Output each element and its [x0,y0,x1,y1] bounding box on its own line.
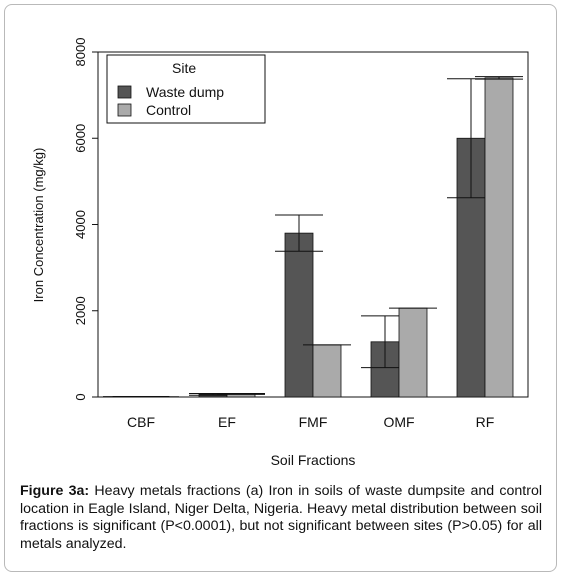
bar [284,232,314,398]
caption-label: Figure 3a: [20,483,90,499]
x-tick-label: RF [476,414,495,430]
y-axis-label: Iron Concentration (mg/kg) [31,148,46,303]
caption-text: Heavy metals fractions (a) Iron in soils… [20,483,542,552]
legend-label-waste-dump: Waste dump [146,84,224,100]
x-axis-label: Soil Fractions [271,452,356,468]
legend-swatch-control [117,103,132,117]
y-tick-label: 4000 [73,210,88,239]
x-tick-label: FMF [299,414,328,430]
legend-swatch-waste-dump [117,85,132,99]
y-tick-label: 2000 [73,296,88,325]
bar [312,344,342,398]
legend-label-control: Control [146,102,191,118]
legend-title: Site [172,60,196,76]
x-tick-label: EF [218,414,236,430]
legend-box [106,54,266,124]
bar [398,307,428,398]
figure-caption: Figure 3a: Heavy metals fractions (a) Ir… [20,483,542,553]
bar-chart: 0 2000 4000 6000 8000 CBF EF FMF OMF RF Site Wast… [31,38,529,468]
y-tick-label: 6000 [73,124,88,153]
x-tick-label: CBF [127,414,155,430]
bar [484,77,514,398]
x-tick-label: OMF [383,414,414,430]
y-tick-label: 8000 [73,38,88,67]
y-tick-label: 0 [73,393,88,400]
bars-layer [103,76,523,398]
legend: Site Waste dump Control [106,54,266,124]
